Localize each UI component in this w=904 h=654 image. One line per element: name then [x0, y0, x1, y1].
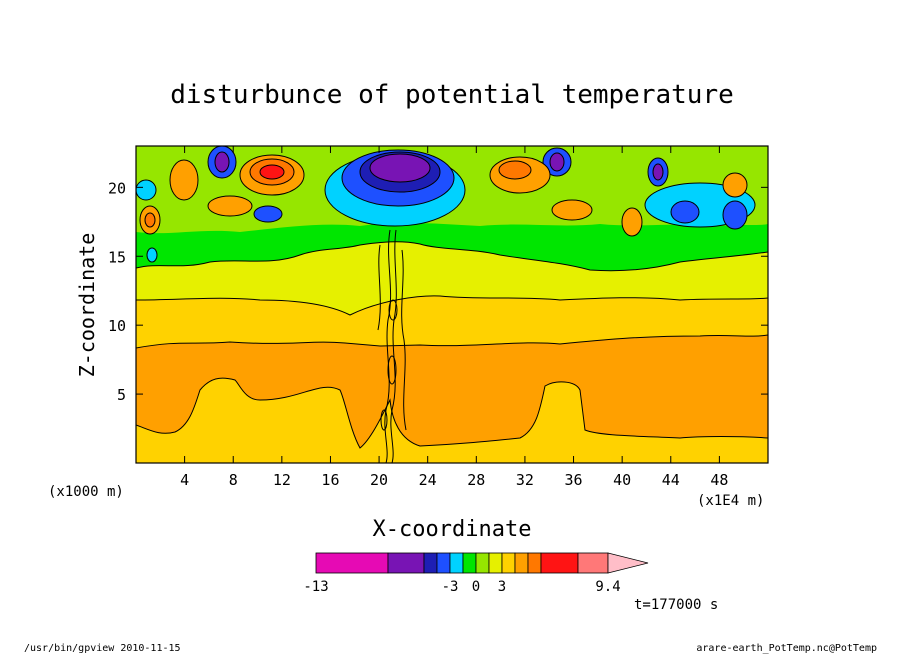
contour-cyan-left: [136, 179, 157, 201]
contour-orange-40: [621, 207, 643, 237]
contour-darkorange-1: [144, 212, 156, 228]
contour-blue-15: [253, 205, 283, 223]
colorbar-segment: [475, 552, 490, 574]
contour-orange-47: [722, 172, 748, 198]
x-tick-label: 28: [467, 471, 485, 489]
plot-frame: [135, 145, 769, 464]
y-tick-label: 10: [108, 317, 126, 335]
colorbar-label: 9.4: [595, 579, 620, 595]
x-tick-label: 48: [710, 471, 728, 489]
footer-left: /usr/bin/gpview 2010-11-15: [24, 643, 181, 654]
contour-purple-center: [369, 153, 431, 183]
y-axis-label: Z-coordinate: [75, 233, 99, 378]
contour-purple-right: [652, 163, 664, 181]
colorbar-segment: [577, 552, 609, 574]
x-tick-label: 40: [613, 471, 631, 489]
y-tick-label: 20: [108, 179, 126, 197]
colorbar-extension: [607, 552, 649, 574]
contour-orange-34: [551, 199, 593, 221]
contour-cyan-left-2: [146, 247, 158, 263]
colorbar-segment: [527, 552, 542, 574]
time-label: t=177000 s: [634, 597, 718, 613]
x-unit-left: (x1000 m): [48, 484, 124, 500]
contour-blue-right-1: [670, 200, 700, 224]
contour-orange-4: [169, 159, 199, 201]
colorbar-segment: [540, 552, 579, 574]
y-ticks: 5 10 15 20: [108, 179, 768, 404]
contour-purple-left: [214, 151, 230, 173]
colorbar-label: 3: [498, 579, 506, 595]
contour-darkorange-30: [498, 160, 532, 180]
colorbar-segment: [387, 552, 425, 574]
x-tick-label: 24: [419, 471, 437, 489]
colorbar-segment: [315, 552, 389, 574]
colorbar-segment: [449, 552, 464, 574]
x-axis-label: X-coordinate: [373, 517, 532, 542]
x-tick-label: 44: [662, 471, 680, 489]
colorbar-segment: [462, 552, 477, 574]
x-tick-label: 20: [370, 471, 388, 489]
colorbar-segment: [514, 552, 529, 574]
contour-plot: [136, 146, 768, 463]
y-tick-label: 5: [117, 386, 126, 404]
colorbar-segment: [501, 552, 516, 574]
colorbar-segment: [423, 552, 438, 574]
x-tick-label: 16: [321, 471, 339, 489]
colorbar: -13 -3 0 3 9.4: [303, 552, 649, 595]
x-ticks: 4 8 12 16 20 24 28 32 36 40 44 48: [180, 146, 728, 489]
colorbar-segment: [488, 552, 503, 574]
colorbar-segment: [436, 552, 451, 574]
colorbar-label: -3: [442, 579, 459, 595]
x-tick-label: 8: [229, 471, 238, 489]
contour-band-lower: [136, 334, 768, 449]
contour-purple-32: [549, 152, 565, 172]
colorbar-label: -13: [303, 579, 328, 595]
x-tick-label: 36: [565, 471, 583, 489]
contour-red-12: [259, 164, 285, 180]
y-tick-label: 15: [108, 248, 126, 266]
x-tick-label: 12: [273, 471, 291, 489]
footer-right: arare-earth_PotTemp.nc@PotTemp: [696, 643, 877, 654]
x-unit-right: (x1E4 m): [697, 493, 764, 509]
central-contour-lines: [377, 229, 407, 463]
x-tick-label: 4: [180, 471, 189, 489]
colorbar-label: 0: [472, 579, 480, 595]
contour-blue-right-2: [722, 200, 748, 230]
contour-orange-9: [207, 195, 253, 217]
chart-title: disturbunce of potential temperature: [170, 80, 734, 110]
x-tick-label: 32: [516, 471, 534, 489]
